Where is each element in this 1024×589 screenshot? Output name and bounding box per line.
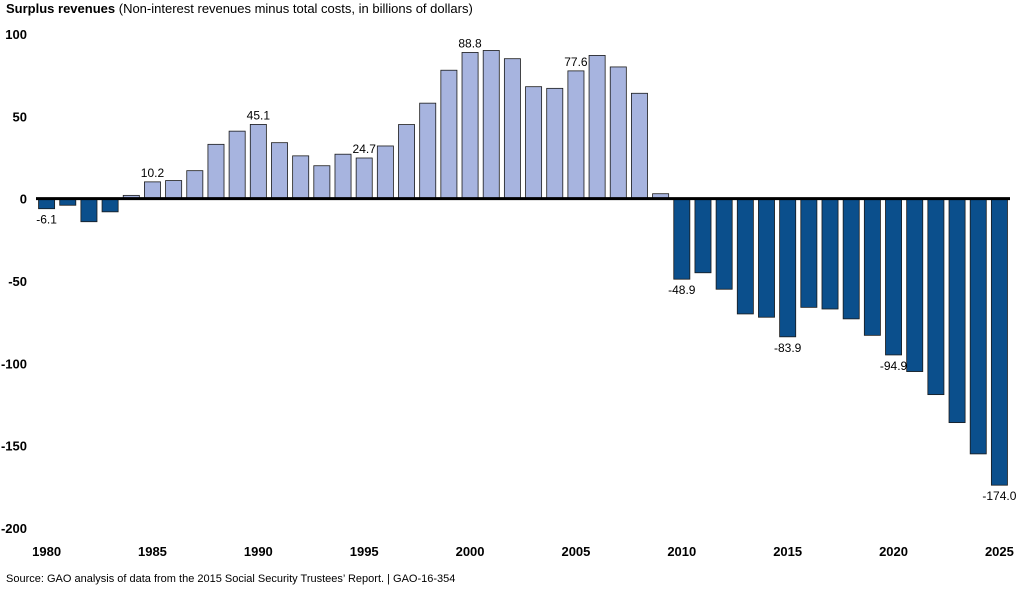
bar-2002 bbox=[503, 58, 521, 200]
bar-2014 bbox=[758, 198, 775, 318]
data-label-1990: 45.1 bbox=[247, 108, 271, 122]
data-label-1985: 10.2 bbox=[141, 166, 165, 180]
x-tick-label: 2025 bbox=[985, 544, 1014, 559]
bar-2023 bbox=[948, 198, 966, 424]
data-label-2005: 77.6 bbox=[564, 55, 588, 69]
bar-2016 bbox=[800, 198, 818, 308]
x-tick-label: 1980 bbox=[32, 544, 61, 559]
x-tick-label: 1995 bbox=[350, 544, 379, 559]
bar-2015 bbox=[779, 198, 797, 338]
bar-1988 bbox=[207, 143, 225, 200]
bar-2012 bbox=[715, 198, 733, 290]
bar-1997 bbox=[398, 124, 415, 200]
chart-title: Surplus revenues (Non-interest revenues … bbox=[6, 1, 473, 16]
data-label-2000: 88.8 bbox=[458, 36, 482, 50]
bar-1982 bbox=[80, 198, 98, 223]
bar-1990 bbox=[249, 124, 267, 200]
bar-2010 bbox=[673, 198, 691, 280]
x-tick-label: 1990 bbox=[244, 544, 273, 559]
y-tick-label: -50 bbox=[8, 274, 27, 289]
data-label-2015: -83.9 bbox=[774, 341, 802, 355]
bar-1980 bbox=[38, 198, 56, 210]
chart-subtitle: (Non-interest revenues minus total costs… bbox=[118, 1, 473, 16]
bar-1993 bbox=[313, 165, 331, 200]
x-tick-label: 2015 bbox=[773, 544, 802, 559]
chart-title-main: Surplus revenues bbox=[6, 1, 116, 16]
bar-1991 bbox=[271, 142, 288, 200]
bar-2008 bbox=[631, 92, 648, 200]
x-tick-label: 2020 bbox=[879, 544, 908, 559]
x-tick-label: 2005 bbox=[561, 544, 590, 559]
bar-1986 bbox=[165, 180, 183, 200]
bar-1992 bbox=[292, 155, 310, 200]
y-tick-label: -100 bbox=[1, 356, 27, 371]
bar-2001 bbox=[482, 50, 500, 200]
data-label-2010: -48.9 bbox=[668, 283, 696, 297]
bar-2019 bbox=[863, 198, 881, 336]
bar-2018 bbox=[842, 198, 860, 320]
x-tick-label: 2000 bbox=[456, 544, 485, 559]
bar-2005 bbox=[567, 70, 585, 200]
bar-2003 bbox=[525, 86, 543, 200]
y-axis-ticks: 100 50 0 -50 -100 -150 -200 bbox=[1, 27, 27, 536]
x-axis-ticks: 1980 1985 1990 1995 2000 2005 2010 2015 2020 2025 bbox=[32, 544, 1014, 559]
x-tick-label: 1985 bbox=[138, 544, 167, 559]
source-note: Source: GAO analysis of data from the 20… bbox=[6, 573, 456, 585]
data-label-2020: -94.9 bbox=[880, 359, 908, 373]
bar-2025 bbox=[990, 198, 1008, 486]
bar-2011 bbox=[694, 198, 712, 274]
data-labels: -6.1 10.2 45.1 24.7 88.8 77.6 -48.9 -83.9 -94.9 -… bbox=[36, 36, 1017, 503]
y-tick-label: 0 bbox=[20, 192, 27, 207]
bar-2006 bbox=[588, 55, 606, 200]
bar-1995 bbox=[355, 157, 373, 200]
y-tick-label: 50 bbox=[13, 109, 27, 124]
bar-1987 bbox=[186, 170, 204, 200]
data-label-1995: 24.7 bbox=[353, 142, 377, 156]
bar-1999 bbox=[440, 69, 458, 200]
bar-1996 bbox=[376, 145, 394, 200]
bar-2017 bbox=[821, 198, 839, 310]
bar-1985 bbox=[144, 181, 161, 200]
bar-1994 bbox=[334, 153, 352, 200]
data-label-2025: -174.0 bbox=[982, 489, 1016, 503]
bar-1989 bbox=[228, 130, 246, 200]
data-label-1980: -6.1 bbox=[36, 213, 57, 227]
x-tick-label: 2010 bbox=[667, 544, 696, 559]
y-tick-label: -150 bbox=[1, 439, 27, 454]
bar-1983 bbox=[101, 198, 119, 213]
bar-2000 bbox=[461, 52, 479, 200]
bar-2007 bbox=[609, 66, 627, 200]
y-tick-label: 100 bbox=[5, 27, 27, 42]
bar-2021 bbox=[906, 198, 924, 372]
bar-2024 bbox=[969, 198, 987, 455]
bar-2020 bbox=[885, 198, 902, 356]
bar-2022 bbox=[927, 198, 945, 396]
bar-1998 bbox=[419, 102, 437, 200]
y-tick-label: -200 bbox=[1, 521, 27, 536]
bars bbox=[38, 50, 1008, 486]
bar-2004 bbox=[546, 87, 564, 200]
bar-2013 bbox=[736, 198, 754, 315]
